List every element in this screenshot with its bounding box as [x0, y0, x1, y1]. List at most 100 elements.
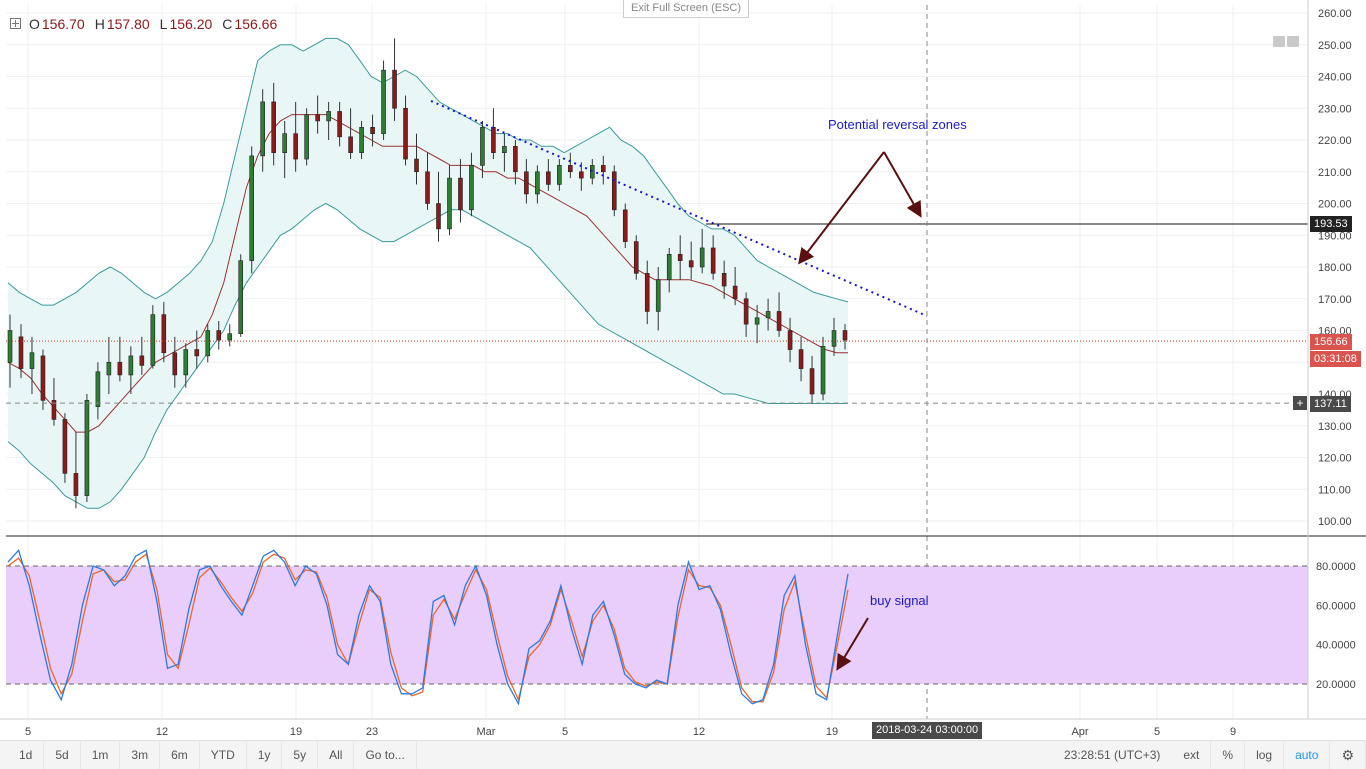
candle-body: [205, 330, 211, 357]
candle-body: [359, 127, 364, 154]
osc-tick-label: 20.0000: [1316, 679, 1356, 691]
high-label: H: [94, 16, 105, 32]
candle-body: [161, 314, 167, 354]
range-5y-button[interactable]: 5y: [282, 741, 319, 769]
close-value: 156.66: [234, 16, 278, 32]
candle-body: [260, 101, 265, 157]
reversal-annotation: Potential reversal zones: [828, 117, 967, 132]
candle-body: [29, 352, 35, 369]
candle-body: [436, 203, 441, 230]
candle-body: [227, 333, 233, 341]
candle-body: [524, 171, 529, 195]
goto-button[interactable]: Go to...: [354, 741, 417, 769]
price-tick-label: 120.00: [1318, 453, 1352, 465]
osc-tick-label: 80.0000: [1316, 561, 1356, 573]
candle-body: [117, 361, 123, 376]
candle-body: [820, 346, 826, 395]
candle-body: [128, 355, 134, 376]
range-all-button[interactable]: All: [318, 741, 355, 769]
open-label: O: [29, 16, 40, 32]
time-tick-label: 12: [693, 726, 705, 738]
time-tick-label: Apr: [1071, 726, 1088, 738]
crosshair-time-tag: 2018-03-24 03:00:00: [872, 722, 983, 739]
stoch-band-fill: [6, 566, 1308, 684]
bollinger-lower-line: [7, 202, 848, 509]
ext-toggle[interactable]: ext: [1172, 741, 1212, 769]
candle-body: [337, 111, 342, 138]
pane-settings-icon[interactable]: [1273, 36, 1285, 47]
candle-body: [743, 298, 749, 325]
auto-toggle[interactable]: auto: [1284, 741, 1331, 769]
range-1y-button[interactable]: 1y: [247, 741, 283, 769]
candle-body: [392, 69, 397, 109]
log-toggle[interactable]: log: [1245, 741, 1285, 769]
candle-body: [249, 155, 255, 261]
osc-tick-label: 60.0000: [1316, 600, 1356, 612]
horizontal-line-price-tag: 193.53: [1310, 216, 1352, 232]
price-tick-label: 210.00: [1318, 167, 1352, 179]
buy-signal-arrow: [836, 617, 869, 671]
candle-body: [183, 349, 189, 376]
candle-body: [688, 260, 694, 268]
range-3m-button[interactable]: 3m: [120, 741, 161, 769]
reversal-arrow-left: [798, 151, 885, 265]
candle-body: [502, 146, 507, 154]
range-1d-button[interactable]: 1d: [8, 741, 45, 769]
candle-body: [568, 165, 573, 173]
candle-body: [370, 127, 375, 134]
open-value: 156.70: [41, 16, 85, 32]
collapse-legend-icon[interactable]: [10, 17, 21, 29]
buy-signal-annotation: buy signal: [870, 593, 929, 608]
candle-body: [776, 311, 782, 331]
crosshair-price-tag: 137.11: [1310, 396, 1351, 412]
range-6m-button[interactable]: 6m: [160, 741, 200, 769]
range-ytd-button[interactable]: YTD: [200, 741, 247, 769]
price-tick-label: 220.00: [1318, 135, 1352, 147]
clock-display[interactable]: 23:28:51 (UTC+3): [1063, 748, 1161, 762]
candle-body: [842, 330, 848, 341]
candle-body: [590, 165, 595, 179]
pane-maximize-icon[interactable]: [1287, 36, 1299, 47]
time-tick-label: Mar: [477, 726, 496, 738]
price-tick-label: 200.00: [1318, 199, 1352, 211]
exit-fullscreen-button[interactable]: Exit Full Screen (ESC): [623, 0, 749, 18]
crosshair-plus-icon[interactable]: +: [1293, 396, 1307, 410]
candle-body: [557, 165, 562, 185]
candle-body: [787, 330, 793, 350]
pane-controls: [1273, 36, 1299, 47]
candle-body: [73, 473, 79, 496]
candle-body: [84, 400, 90, 496]
candle-body: [732, 285, 738, 300]
candle-body: [282, 133, 287, 153]
time-tick-label: 12: [156, 726, 168, 738]
candle-body: [139, 355, 145, 366]
candle-body: [7, 330, 13, 363]
candle-body: [633, 241, 639, 274]
candle-body: [765, 311, 771, 319]
stoch-k-line: [7, 549, 849, 706]
candle-body: [326, 111, 331, 122]
candle-body: [40, 355, 46, 401]
settings-gear-icon[interactable]: ⚙: [1330, 741, 1366, 769]
candle-body: [546, 171, 551, 185]
high-value: 157.80: [106, 16, 150, 32]
range-1m-button[interactable]: 1m: [81, 741, 121, 769]
candle-body: [491, 127, 496, 154]
candle-body: [480, 127, 485, 166]
candle-body: [95, 371, 101, 407]
percent-toggle[interactable]: %: [1211, 741, 1246, 769]
ohlc-legend: O 156.70 H 157.80 L 156.20 C 156.66: [10, 16, 285, 32]
osc-tick-label: 40.0000: [1316, 640, 1356, 652]
candle-body: [425, 171, 430, 204]
candle-body: [809, 368, 815, 395]
candle-body: [699, 247, 705, 268]
candle-body: [721, 273, 727, 287]
price-tick-label: 240.00: [1318, 72, 1352, 84]
close-label: C: [222, 16, 233, 32]
range-5d-button[interactable]: 5d: [44, 741, 81, 769]
time-tick-label: 5: [562, 726, 568, 738]
time-tick-label: 19: [826, 726, 838, 738]
time-tick-label: 5: [1154, 726, 1160, 738]
current-price-tag: 156.66: [1310, 334, 1352, 350]
